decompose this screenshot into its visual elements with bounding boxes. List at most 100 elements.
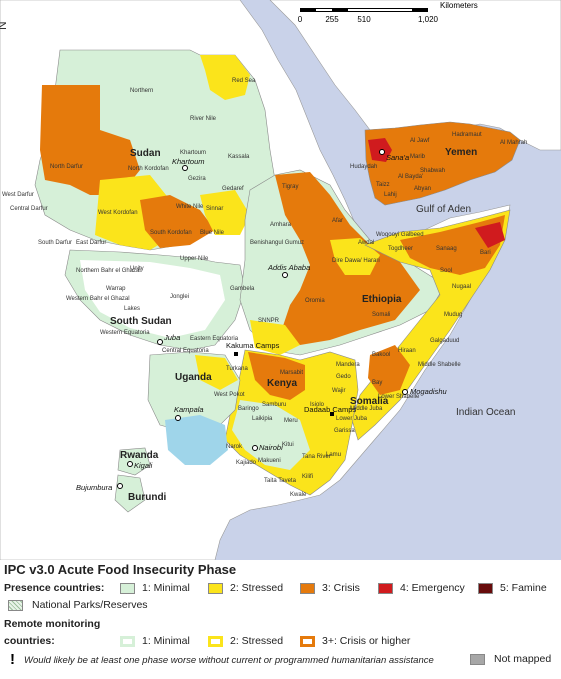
label-kakuma-camps: Kakuma Camps [226,341,280,350]
kenya-crisis [248,352,305,400]
sudan-crisis-north-darfur [40,85,140,195]
label-kitui: Kitui [282,442,294,448]
city-mogadishu-marker [402,389,408,395]
label-gulf-of-aden: Gulf of Aden [416,204,471,215]
city-nairobi-marker [252,445,258,451]
swatch-presence-famine [478,583,493,594]
yemen-crisis [364,121,521,206]
label-kilifi: Kilifi [302,474,313,480]
swatch-remote-crisis [300,636,315,647]
label-south-sudan: South Sudan [110,316,172,327]
city-kigali-marker [127,461,133,467]
remote-heading-line2: countries: [4,635,55,647]
label-gedaref: Gedaref [222,186,244,192]
label-al-jawf: Al Jawf [410,138,430,144]
label-middle-shabelle: Middle Shabelle [418,362,461,368]
label-west-kordofan: West Kordofan [98,210,138,216]
label-uganda: Uganda [175,372,212,383]
label-hodeidah: Hudaydah [350,164,377,170]
label-presence-stressed: 2: Stressed [230,582,284,594]
label-turkana: Turkana [226,366,248,372]
label-samburu: Samburu [262,402,286,408]
label-sool: Sool [440,268,452,274]
label-khartoum-state: Khartoum [180,150,206,156]
label-sudan: Sudan [130,148,161,159]
ethiopia-stressed [330,238,380,275]
uganda-stressed [195,355,238,390]
city-kampala-marker [175,415,181,421]
label-abyan: Abyan [414,186,431,192]
label-unity: Unity [130,266,144,272]
label-snnpr: SNNPR [258,318,280,324]
scale-tick-3: 1,020 [418,15,439,24]
label-rwanda: Rwanda [120,450,159,461]
camp-kakuma-marker [234,352,238,356]
label-western-bahr-el-ghazal: Western Bahr el Ghazal [66,296,130,302]
scale-tick-0: 0 [298,15,303,24]
sudan-crisis-south [140,195,215,248]
north-arrow: N [0,21,9,30]
label-south-darfur: South Darfur [38,240,72,246]
label-burundi: Burundi [128,492,167,503]
label-galgaduud: Galgaduud [430,338,459,344]
label-wajir: Wajir [332,388,345,394]
label-river-nile: River Nile [190,116,217,122]
label-lower-juba: Lower Juba [336,416,368,422]
label-al-bayda: Al Bayda' [398,174,423,180]
label-jonglei: Jonglei [170,294,189,300]
label-bujumbura: Bujumbura [76,483,112,492]
label-bari: Bari [480,250,491,256]
swatch-presence-emergency [378,583,393,594]
label-bay: Bay [372,380,382,386]
swatch-remote-stressed [208,636,223,647]
label-northern: Northern [130,88,153,94]
label-hiraan: Hiraan [398,348,416,354]
label-central-equatoria: Central Equatoria [162,348,209,354]
lake-victoria [165,415,228,465]
food-security-map: N Kilometers 0 255 510 1,020 Sudan South… [0,0,561,560]
label-awdal: Awdal [358,240,374,246]
label-meru: Meru [284,418,298,424]
label-mandera: Mandera [336,362,360,368]
city-juba-marker [157,339,163,345]
label-taita-taveta: Taita Taveta [264,478,297,484]
label-lakes: Lakes [124,306,140,312]
label-garissa: Garissa [334,428,355,434]
label-sinnar: Sinnar [206,206,223,212]
sudan-stressed-bluenile [200,190,250,235]
city-sanaa-marker [379,149,385,155]
label-hadramaut: Hadramaut [452,132,482,138]
label-khartoum: Khartoum [172,157,205,166]
city-bujumbura-marker [117,483,123,489]
label-yemen: Yemen [445,147,477,158]
label-baringo: Baringo [238,406,259,412]
label-tigray: Tigray [282,184,298,190]
city-addis-ababa-marker [282,272,288,278]
label-presence-crisis: 3: Crisis [322,582,360,594]
city-khartoum-marker [182,165,188,171]
label-nairobi: Nairobi [259,443,283,452]
label-remote-minimal: 1: Minimal [142,635,190,647]
label-west-pokot: West Pokot [214,392,245,398]
label-tana-river: Tana River [302,454,331,460]
label-addis-ababa: Addis Ababa [267,263,310,272]
label-somalia: Somalia [350,396,389,407]
label-upper-nile: Upper Nile [180,256,209,262]
label-kampala: Kampala [174,405,204,414]
label-marib: Marib [410,154,426,160]
sudan-stressed-east [200,55,250,100]
label-oromia: Oromia [305,298,325,304]
label-woqooyi-galbeed: Woqooyi Galbeed [376,232,424,238]
label-sanaag: Sanaag [436,246,457,252]
label-isiolo: Isiolo [310,402,325,408]
somalia-crisis-south [368,345,410,395]
scale-bar: Kilometers 0 255 510 1,020 [298,1,478,24]
label-central-darfur: Central Darfur [10,206,48,212]
city-markers [117,149,408,489]
label-taizz: Taizz [376,182,390,188]
label-east-darfur: East Darfur [76,240,106,246]
somalia-emergency [475,222,505,248]
south-sudan-white [80,260,225,338]
camp-dadaab-marker [330,412,334,416]
label-gambela: Gambela [230,286,255,292]
